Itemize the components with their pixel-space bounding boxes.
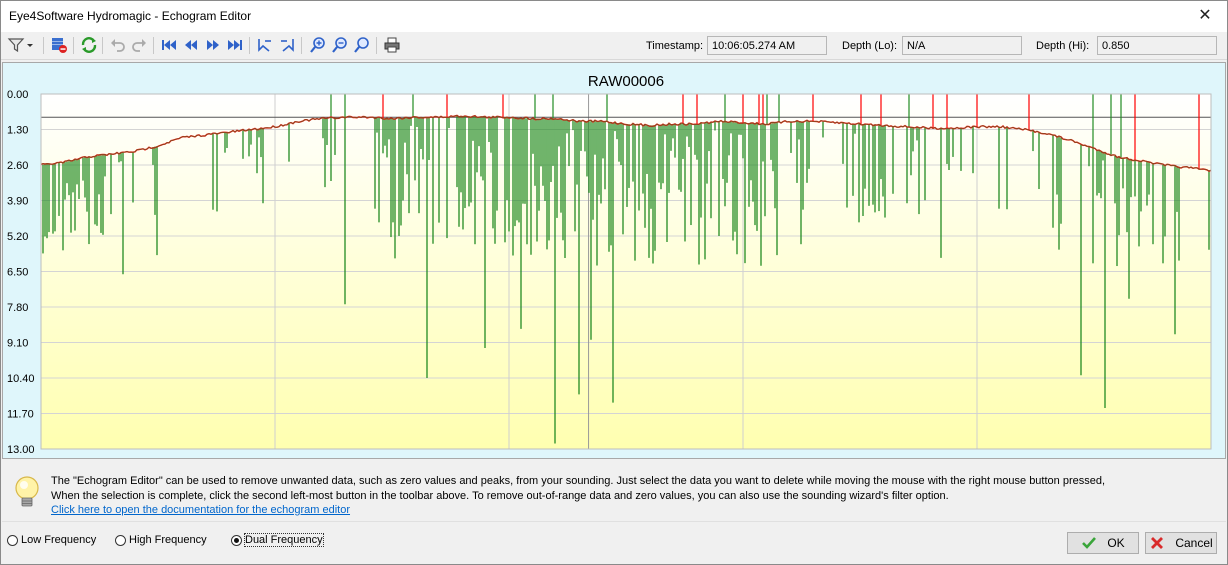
y-tick-label: 3.90 xyxy=(7,196,28,208)
redo-icon[interactable] xyxy=(130,36,148,54)
info-panel: The "Echogram Editor" can be used to rem… xyxy=(2,461,1226,521)
info-line-2: When the selection is complete, click th… xyxy=(51,490,949,502)
y-tick-label: 6.50 xyxy=(7,267,28,279)
previous-icon[interactable] xyxy=(182,36,200,54)
timestamp-field: 10:06:05.274 AM xyxy=(707,36,827,55)
zoom-fit-icon[interactable] xyxy=(353,36,371,54)
radio-button-high[interactable] xyxy=(115,534,126,546)
toolbar-separator xyxy=(376,37,377,54)
depth-lo-field: N/A xyxy=(902,36,1022,55)
y-tick-label: 0.00 xyxy=(7,89,28,101)
y-tick-label: 2.60 xyxy=(7,160,28,172)
bottom-bar: Low Frequency High Frequency Dual Freque… xyxy=(2,521,1226,564)
timestamp-label: Timestamp: xyxy=(646,40,704,52)
toolbar-separator xyxy=(102,37,103,54)
depth-hi-field: 0.850 xyxy=(1097,36,1217,55)
title-bar: Eye4Software Hydromagic - Echogram Edito… xyxy=(1,1,1227,32)
checkmark-icon xyxy=(1082,537,1097,549)
first-icon[interactable] xyxy=(160,36,178,54)
radio-low-frequency[interactable]: Low Frequency xyxy=(7,534,96,546)
refresh-icon[interactable] xyxy=(80,36,98,54)
y-tick-label: 1.30 xyxy=(7,125,28,137)
toolbar-separator xyxy=(249,37,250,54)
toolbar-separator xyxy=(301,37,302,54)
documentation-link[interactable]: Click here to open the documentation for… xyxy=(51,504,351,516)
lightbulb-icon xyxy=(15,476,39,507)
depth-hi-label: Depth (Hi): xyxy=(1036,40,1090,52)
info-line-1: The "Echogram Editor" can be used to rem… xyxy=(51,475,1106,487)
close-button[interactable]: ✕ xyxy=(1198,7,1212,24)
radio-label-low: Low Frequency xyxy=(21,534,97,546)
select-left-icon[interactable] xyxy=(256,36,274,54)
cross-icon xyxy=(1151,537,1164,549)
echogram-chart[interactable]: RAW00006 0.00 1.30 2.60 3.90 5.20 6.50 7.80 9.1… xyxy=(2,62,1226,459)
radio-button-low[interactable] xyxy=(7,534,18,546)
bottom-profile-green xyxy=(40,114,1212,172)
info-text: The "Echogram Editor" can be used to rem… xyxy=(51,474,1105,504)
toolbar: Timestamp: 10:06:05.274 AM Depth (Lo): N… xyxy=(1,32,1227,60)
toolbar-separator xyxy=(153,37,154,54)
echogram-svg[interactable]: RAW00006 0.00 1.30 2.60 3.90 5.20 6.50 7.80 9.1… xyxy=(3,63,1225,458)
dropdown-arrow-icon[interactable] xyxy=(25,36,35,54)
radio-high-frequency[interactable]: High Frequency xyxy=(115,534,207,546)
y-tick-label: 10.40 xyxy=(7,373,35,385)
print-icon[interactable] xyxy=(383,36,401,54)
y-tick-label: 7.80 xyxy=(7,302,28,314)
radio-label-dual: Dual Frequency xyxy=(244,533,324,547)
zoom-in-icon[interactable] xyxy=(309,36,327,54)
toolbar-separator xyxy=(73,37,74,54)
radio-label-high: High Frequency xyxy=(129,534,207,546)
depth-lo-label: Depth (Lo): xyxy=(842,40,898,52)
cancel-button[interactable]: Cancel xyxy=(1145,532,1217,554)
select-right-icon[interactable] xyxy=(278,36,296,54)
y-tick-label: 5.20 xyxy=(7,231,28,243)
next-icon[interactable] xyxy=(204,36,222,54)
zoom-out-icon[interactable] xyxy=(331,36,349,54)
window-title: Eye4Software Hydromagic - Echogram Edito… xyxy=(9,9,252,23)
ok-button[interactable]: OK xyxy=(1067,532,1139,554)
last-icon[interactable] xyxy=(226,36,244,54)
radio-button-dual[interactable] xyxy=(231,534,242,546)
y-tick-label: 9.10 xyxy=(7,338,28,350)
y-tick-label: 11.70 xyxy=(7,409,34,421)
delete-selection-icon[interactable] xyxy=(50,36,68,54)
radio-dual-frequency[interactable]: Dual Frequency xyxy=(231,533,324,547)
y-tick-label: 13.00 xyxy=(7,444,35,456)
toolbar-separator xyxy=(43,37,44,54)
plot-area[interactable]: 0.00 1.30 2.60 3.90 5.20 6.50 7.80 9.10 10.40 11.… xyxy=(7,89,1212,456)
chart-title: RAW00006 xyxy=(588,73,664,90)
cancel-label: Cancel xyxy=(1175,536,1213,550)
ok-label: OK xyxy=(1107,536,1125,550)
plot-border xyxy=(40,93,1212,450)
undo-icon[interactable] xyxy=(109,36,127,54)
filter-icon[interactable] xyxy=(7,36,25,54)
